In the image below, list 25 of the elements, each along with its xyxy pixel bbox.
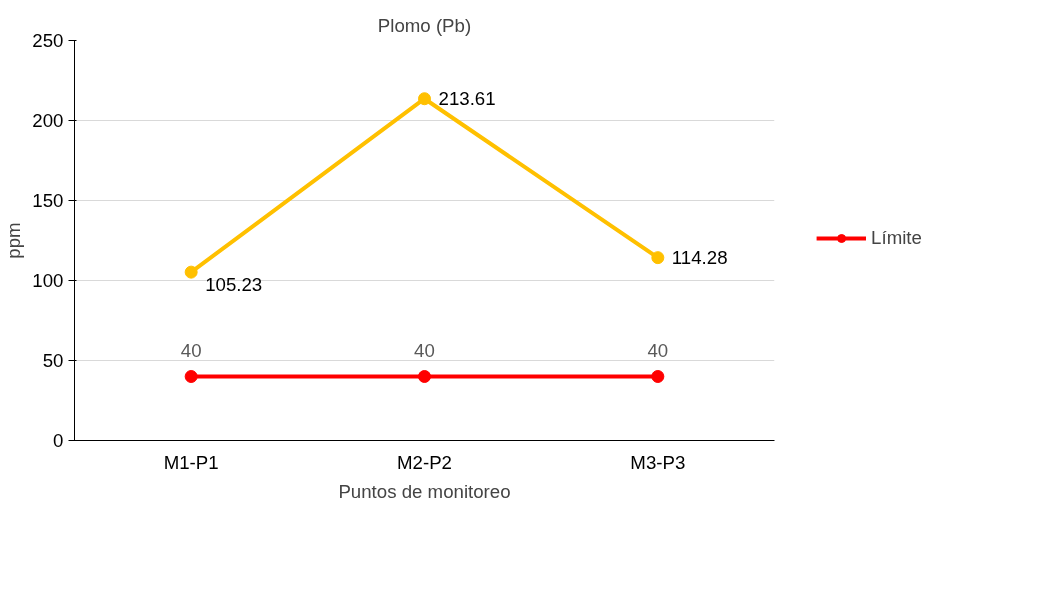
x-tick-label: M1-P1 — [163, 451, 219, 473]
y-tick-label: 200 — [32, 110, 64, 131]
data-label: 40 — [647, 339, 669, 361]
y-tick-label: 50 — [42, 350, 64, 371]
y-tick-label: 250 — [32, 30, 64, 51]
data-label: 40 — [414, 339, 435, 361]
y-axis-title: ppm — [3, 222, 25, 259]
point — [184, 265, 198, 279]
point — [418, 92, 431, 106]
y-tick-label: 150 — [32, 190, 64, 211]
point — [651, 370, 665, 383]
y-tick-label: 0 — [53, 430, 64, 451]
data-label: 40 — [180, 339, 202, 361]
point — [651, 251, 665, 265]
data-label: 105.23 — [205, 273, 263, 295]
chart-title: Plomo (Pb) — [377, 14, 472, 36]
x-axis-title: Puntos de monitoreo — [338, 480, 511, 502]
point — [418, 370, 431, 383]
data-label: 213.61 — [438, 88, 496, 110]
data-label: 114.28 — [671, 247, 728, 269]
legend-label: Límite — [871, 227, 922, 249]
x-tick-label: M2-P2 — [397, 451, 452, 473]
y-tick-label: 100 — [32, 270, 64, 291]
point — [184, 370, 198, 383]
x-tick-label: M3-P3 — [630, 451, 686, 473]
